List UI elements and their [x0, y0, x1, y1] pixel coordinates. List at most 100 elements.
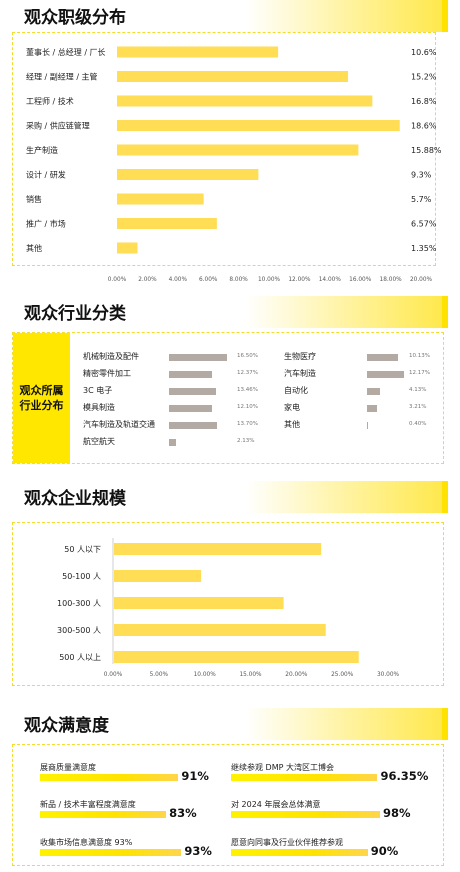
category-label: 采购 / 供应链管理 [26, 121, 90, 131]
satisfaction-label: 展商质量满意度 [40, 763, 96, 772]
satisfaction-panel [12, 744, 444, 866]
category-label: 100-300 人 [57, 599, 101, 608]
scale-panel [12, 522, 444, 686]
header-gradient [0, 0, 446, 32]
industry-category-label: 家电 [284, 403, 300, 412]
industry-bar [169, 354, 227, 361]
satisfaction-bar [231, 774, 378, 781]
bar [117, 242, 138, 254]
x-tick-label: 14.00% [319, 277, 342, 283]
satisfaction-label: 愿意向同事及行业伙伴推荐参观 [231, 838, 343, 847]
x-tick-label: 18.00% [380, 277, 403, 283]
header-accent-bar [442, 481, 448, 513]
satisfaction-value: 83% [169, 806, 197, 820]
value-label: 10.6% [411, 48, 437, 57]
header-gradient [0, 708, 446, 740]
industry-value-label: 10.13% [409, 353, 430, 359]
header-accent-bar [442, 708, 448, 740]
satisfaction-value: 98% [382, 806, 411, 820]
category-label: 经理 / 副经理 / 主管 [26, 72, 98, 82]
bar [117, 95, 373, 107]
industry-value-label: 4.13% [409, 387, 427, 393]
category-label: 300-500 人 [57, 626, 101, 635]
x-tick-label: 6.00% [199, 277, 218, 283]
bar [114, 624, 326, 636]
industry-category-label: 3C 电子 [83, 386, 113, 395]
industry-side-label: 观众所属行业分布 [19, 384, 64, 412]
header-accent-bar [442, 296, 448, 328]
category-label: 其他 [26, 243, 42, 253]
satisfaction-label: 继续参观 DMP 大湾区工博会 [231, 763, 334, 772]
section-title-scale: 观众企业规模 [24, 489, 126, 509]
industry-side-label-box: 观众所属行业分布 [13, 333, 70, 463]
industry-bar [169, 405, 212, 412]
category-label: 推广 / 市场 [26, 219, 66, 229]
bar [117, 193, 204, 205]
x-tick-label: 20.00% [285, 672, 308, 678]
bar [114, 570, 202, 582]
x-tick-label: 0.00% [104, 672, 123, 678]
x-tick-label: 30.00% [377, 672, 400, 678]
section-title-industry: 观众行业分类 [24, 304, 126, 324]
industry-bar [367, 371, 405, 378]
satisfaction-value: 96.35% [380, 769, 429, 783]
industry-category-label: 汽车制造 [284, 369, 316, 378]
x-tick-label: 15.00% [239, 672, 262, 678]
x-tick-label: 10.00% [194, 672, 217, 678]
x-tick-label: 4.00% [169, 277, 188, 283]
satisfaction-label: 收集市场信息满意度 93% [40, 838, 133, 847]
x-tick-label: 8.00% [229, 277, 248, 283]
industry-bar [169, 422, 218, 429]
bar [114, 597, 284, 609]
x-tick-label: 20.00% [410, 277, 433, 283]
scale-bar-chart: 50 人以下 50-100 人 100-300 人 300-500 人 500 人以上 0… [57, 538, 400, 678]
header-gradient [0, 481, 446, 513]
x-tick-label: 2.00% [138, 277, 157, 283]
bar [117, 71, 349, 82]
industry-value-label: 0.40% [409, 421, 427, 427]
section-header-scale: 观众企业规模 [0, 481, 460, 513]
satisfaction-bar [40, 811, 167, 818]
industry-bar [367, 405, 377, 412]
industry-bar [169, 371, 213, 378]
section-header-positions: 观众职级分布 [0, 0, 460, 32]
industry-bar [367, 388, 380, 395]
industry-value-label: 2.13% [237, 438, 255, 444]
industry-category-label: 自动化 [284, 386, 308, 395]
industry-panel [12, 332, 444, 464]
bar [117, 120, 400, 131]
category-label: 50 人以下 [64, 545, 101, 554]
x-tick-label: 5.00% [150, 672, 169, 678]
value-label: 15.88% [411, 146, 442, 155]
category-label: 销售 [26, 194, 42, 204]
industry-bar [367, 354, 398, 361]
category-label: 设计 / 研发 [26, 170, 66, 180]
x-tick-label: 25.00% [331, 672, 354, 678]
industry-category-label: 汽车制造及轨道交通 [83, 420, 155, 429]
satisfaction-bar [40, 849, 182, 856]
industry-value-label: 12.10% [237, 404, 258, 410]
bar [117, 169, 259, 180]
value-label: 6.57% [411, 220, 437, 229]
industry-bar-chart: 机械制造及配件 16.50% 精密零件加工 12.37% 3C 电子 13.46% 模具制造… [83, 352, 430, 446]
header-accent-bar [442, 0, 448, 32]
satisfaction-value: 91% [181, 769, 209, 783]
value-label: 1.35% [411, 244, 437, 253]
industry-value-label: 16.50% [237, 353, 258, 359]
section-title-satisfaction: 观众满意度 [24, 716, 109, 736]
section-header-satisfaction: 观众满意度 [0, 708, 460, 740]
industry-value-label: 12.17% [409, 370, 430, 376]
positions-bar-chart: 董事长 / 总经理 / 厂长 10.6% 经理 / 副经理 / 主管 15.2% 工程师… [26, 46, 442, 283]
x-tick-label: 16.00% [349, 277, 372, 283]
value-label: 9.3% [411, 171, 432, 180]
value-label: 15.2% [411, 73, 437, 82]
industry-bar [169, 388, 217, 395]
industry-value-label: 13.46% [237, 387, 258, 393]
value-label: 16.8% [411, 97, 437, 106]
x-tick-label: 12.00% [288, 277, 311, 283]
satisfaction-value: 90% [370, 844, 399, 858]
bar [114, 651, 359, 663]
industry-category-label: 航空航天 [83, 437, 115, 446]
bar [114, 543, 322, 555]
